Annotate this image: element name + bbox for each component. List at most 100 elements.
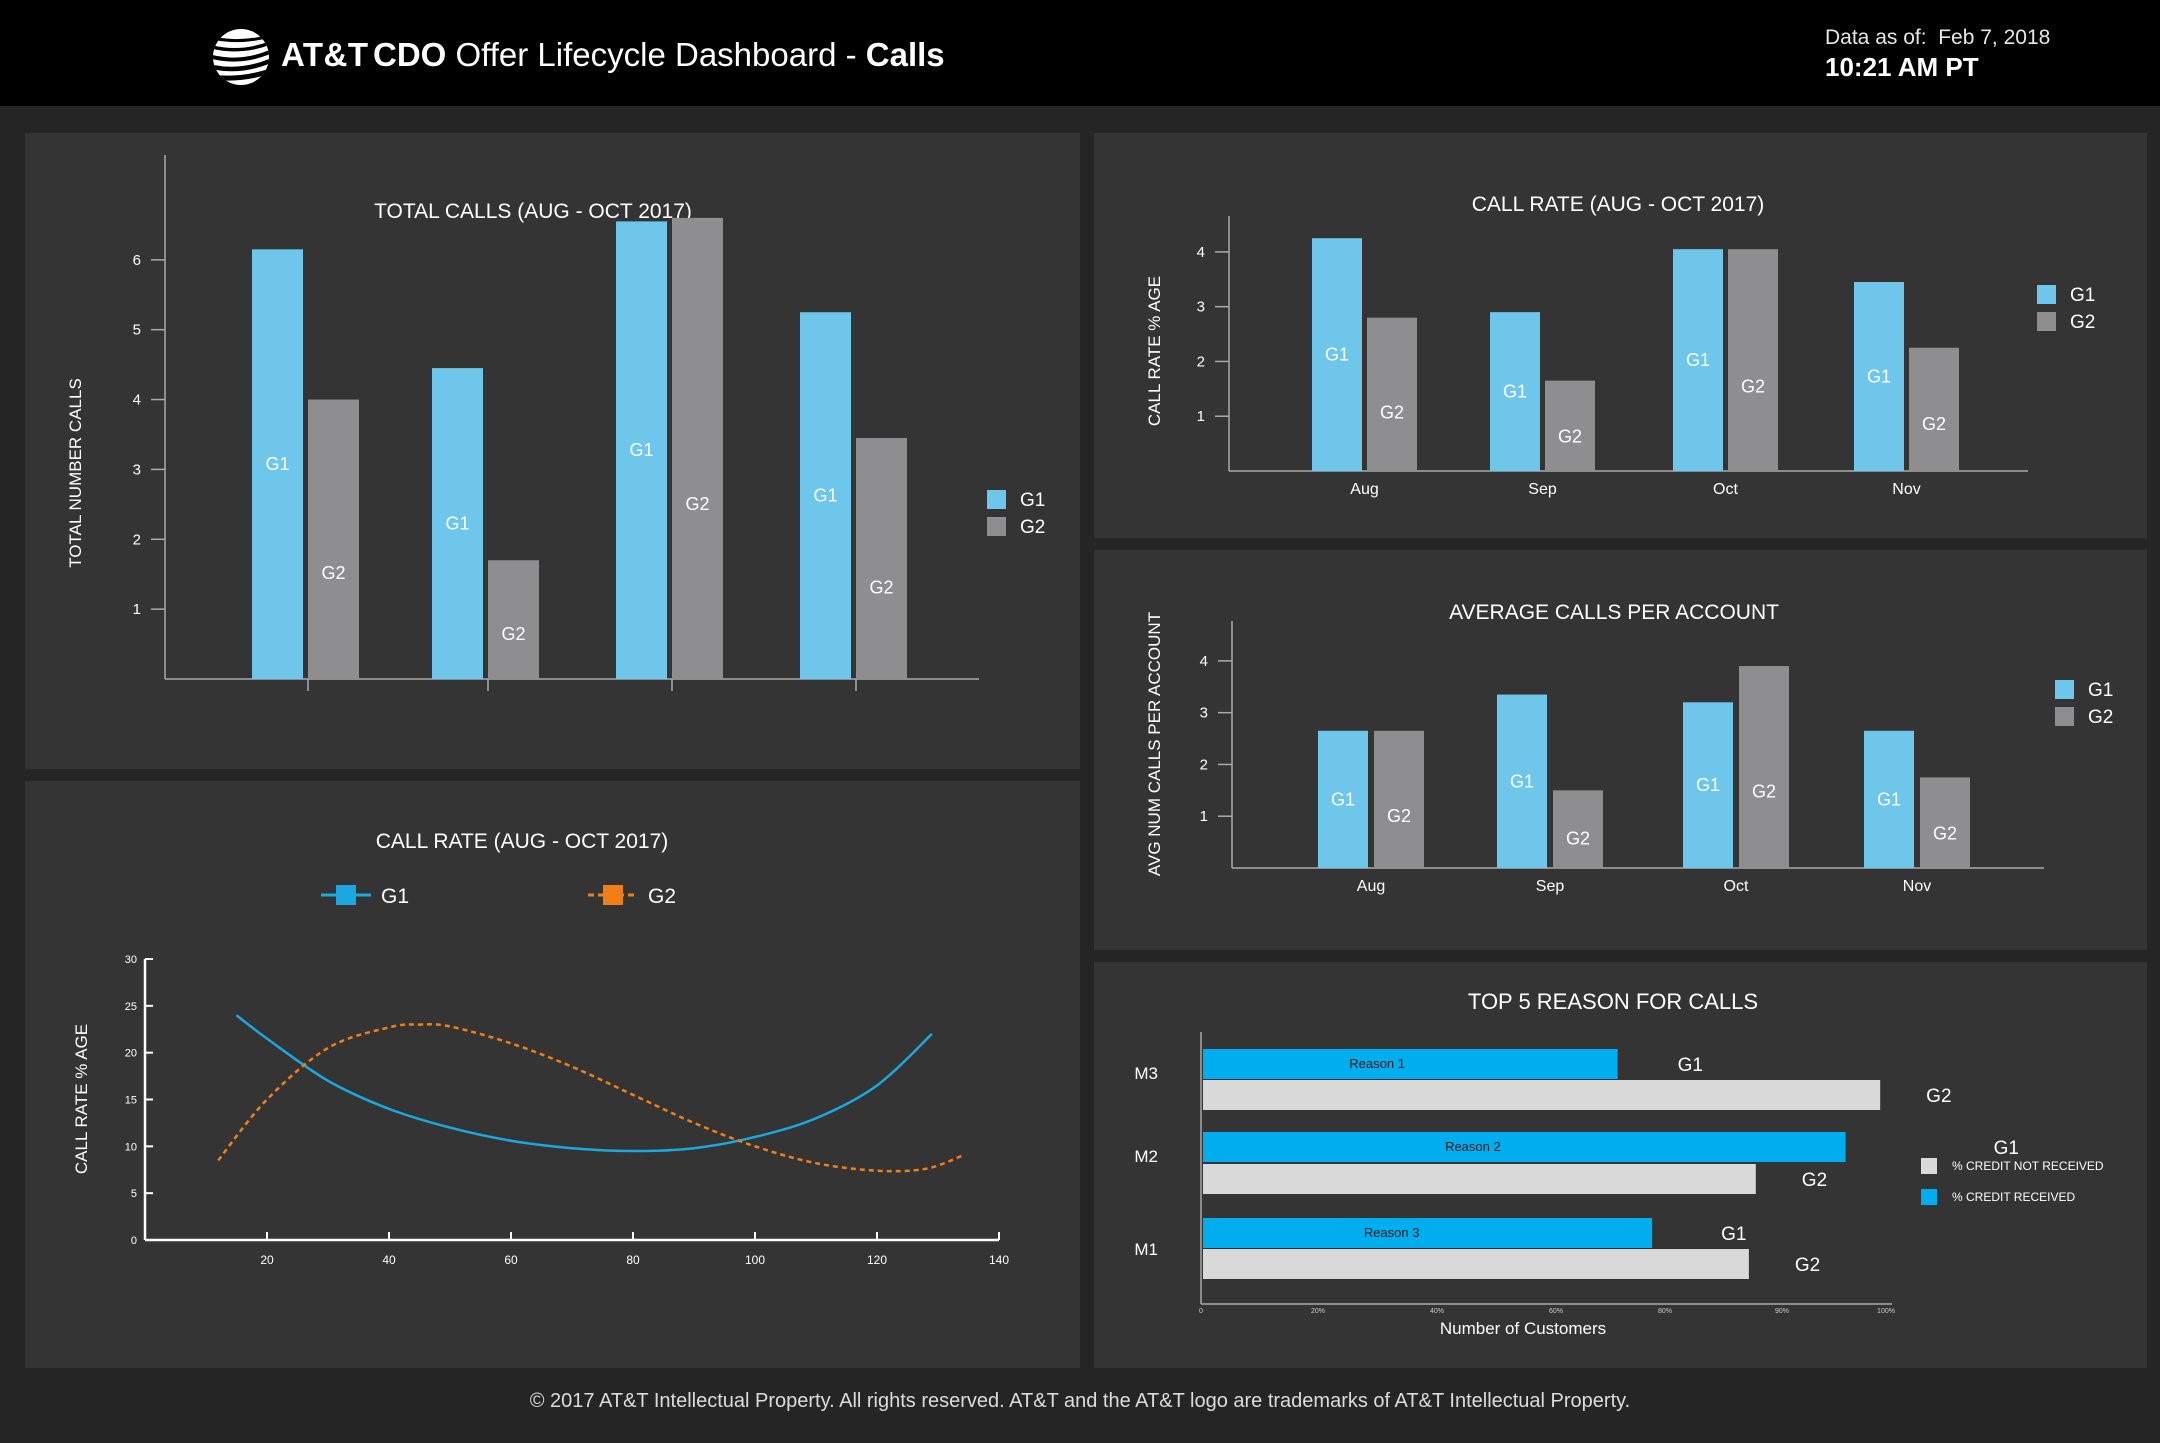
chart-title: CALL RATE (AUG - OCT 2017) (376, 830, 669, 853)
title-suffix: Calls (865, 36, 945, 73)
hbar-series-label: G2 (1926, 1086, 1951, 1107)
y-tick-label: 5 (131, 1188, 137, 1200)
bar-series-label: G2 (1566, 828, 1590, 848)
series-line-g2 (217, 1023, 963, 1173)
y-tick-label: 20 (125, 1048, 137, 1060)
bar-g2 (1909, 347, 1959, 471)
y-tick-label: 6 (133, 252, 141, 269)
bar-g2 (308, 399, 359, 679)
legend-label: % CREDIT RECEIVED (1952, 1190, 2075, 1204)
bar-series-label: G1 (265, 454, 289, 474)
legend-swatch-g2 (2037, 312, 2056, 331)
y-tick-label: 5 (133, 322, 141, 339)
x-tick-label: 120 (867, 1253, 887, 1267)
bar-g2 (1367, 317, 1417, 471)
call-rate-line-panel: CALL RATE (AUG - OCT 2017) CALL RATE % AG… (25, 781, 1080, 1368)
x-tick-label: 40% (1430, 1308, 1444, 1315)
series-line-g1 (235, 1014, 933, 1153)
as-of-info: Data as of: Feb 7, 2018 (1825, 26, 2050, 50)
header-bar: AT&T CDO Offer Lifecycle Dashboard - Cal… (0, 0, 2160, 106)
bar-series-label: G2 (1380, 403, 1404, 423)
bar-g1 (1673, 249, 1723, 471)
bar-g1 (616, 221, 667, 679)
bar-series-label: G1 (1325, 345, 1349, 365)
bar-series-label: G1 (445, 514, 469, 534)
y-tick-label: 30 (125, 954, 137, 966)
x-tick-label: 40 (382, 1253, 396, 1267)
hbar-series-label: G2 (1802, 1170, 1827, 1191)
bar-series-label: G1 (1510, 771, 1534, 791)
x-tick-label: Nov (1892, 481, 1920, 498)
bar-g2 (672, 217, 723, 679)
bar-g2 (856, 437, 907, 679)
legend-marker-g2 (603, 885, 623, 905)
bar-series-label: G1 (1503, 382, 1527, 402)
x-tick-label: Sep (1536, 878, 1565, 895)
bar-g1 (252, 249, 303, 679)
hbar-series-label: G1 (1678, 1055, 1703, 1076)
x-tick-label: Sep (1528, 481, 1557, 498)
legend-swatch-g1 (987, 490, 1006, 509)
x-tick-label: 60 (504, 1253, 518, 1267)
bar-series-label: G1 (1686, 350, 1710, 370)
hbar-g1 (1203, 1049, 1618, 1079)
y-tick-label: 2 (1200, 756, 1208, 773)
x-tick-label: Oct (1724, 878, 1749, 895)
total-calls-panel: TOTAL CALLS (AUG - OCT 2017) TOTAL NUMBER… (25, 133, 1080, 769)
chart-title: TOTAL CALLS (AUG - OCT 2017) (374, 200, 692, 223)
legend-swatch-g1 (2055, 680, 2074, 699)
bar-g2 (488, 560, 539, 679)
hbar-g2 (1203, 1164, 1756, 1194)
legend-swatch (1921, 1158, 1937, 1174)
x-tick-label: 20% (1311, 1308, 1325, 1315)
legend-label: G1 (1020, 490, 1045, 511)
brand-name: AT&T (281, 36, 369, 73)
bar-series-label: G2 (1752, 781, 1776, 801)
call-rate-bar-panel: CALL RATE (AUG - OCT 2017) CALL RATE % AG… (1094, 133, 2147, 538)
bar-g2 (1739, 666, 1789, 868)
y-tick-label: 25 (125, 1001, 137, 1013)
avg-calls-chart: AVERAGE CALLS PER ACCOUNT AVG NUM CALLS P… (1145, 601, 2113, 895)
chart-title: AVERAGE CALLS PER ACCOUNT (1449, 601, 1779, 624)
hbar-reason-label: Reason 3 (1364, 1225, 1420, 1240)
legend-label: % CREDIT NOT RECEIVED (1952, 1159, 2104, 1173)
bar-series-label: G2 (1387, 806, 1411, 826)
top5-reasons-chart: TOP 5 REASON FOR CALLS 0 20% 40% 60% 80% 90% 10… (1134, 989, 2104, 1338)
y-tick-label: 3 (1197, 299, 1205, 316)
y-tick-label: M3 (1134, 1064, 1158, 1083)
bar-g1 (1312, 238, 1362, 471)
legend-swatch-g2 (987, 517, 1006, 536)
x-tick-label: 80 (626, 1253, 640, 1267)
x-tick-label: Oct (1713, 481, 1738, 498)
bar-series-label: G1 (1331, 789, 1355, 809)
bar-series-label: G2 (1558, 427, 1582, 447)
bar-g2 (1545, 380, 1595, 471)
y-tick-label: 4 (1200, 653, 1208, 670)
legend-swatch-g2 (2055, 707, 2074, 726)
bar-series-label: G1 (629, 440, 653, 460)
title-main: Offer Lifecycle Dashboard - (446, 36, 866, 73)
x-tick-label: 90% (1775, 1308, 1789, 1315)
bar-g2 (1374, 730, 1424, 868)
bar-series-label: G1 (1696, 775, 1720, 795)
bar-series-label: G2 (1933, 824, 1957, 844)
y-tick-label: 0 (131, 1235, 137, 1247)
avg-calls-panel: AVERAGE CALLS PER ACCOUNT AVG NUM CALLS P… (1094, 550, 2147, 950)
x-tick-label: 100 (745, 1253, 765, 1267)
bar-g1 (1683, 702, 1733, 868)
bar-g1 (1490, 312, 1540, 471)
y-tick-label: 10 (125, 1141, 137, 1153)
bar-g1 (800, 312, 851, 679)
bar-g1 (1864, 730, 1914, 868)
x-tick-label: 60% (1549, 1308, 1563, 1315)
bar-g2 (1920, 777, 1970, 868)
y-tick-label: 4 (1197, 244, 1205, 261)
bar-g2 (1553, 790, 1603, 868)
legend-label: G2 (2088, 707, 2113, 728)
bar-series-label: G2 (321, 563, 345, 583)
hbar-g2 (1203, 1249, 1749, 1279)
x-tick-label: 100% (1877, 1308, 1895, 1315)
x-tick-label: 20 (260, 1253, 274, 1267)
bar-series-label: G1 (1867, 367, 1891, 387)
call-rate-line-chart: CALL RATE (AUG - OCT 2017) CALL RATE % AG… (72, 830, 1009, 1267)
